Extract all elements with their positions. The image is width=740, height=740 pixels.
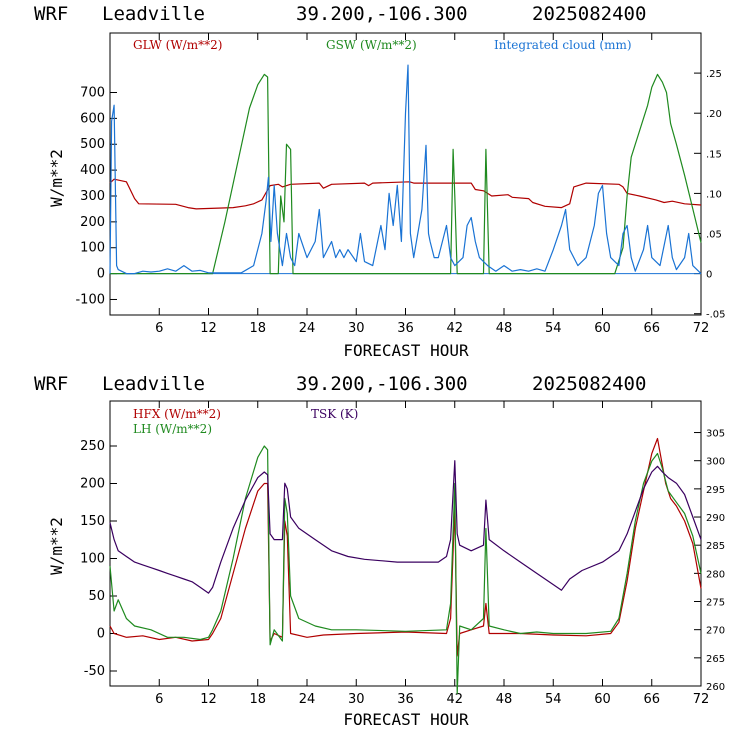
chart1-y-tick-label: 100 [80,241,105,256]
chart2-y-tick-label: 200 [80,477,105,492]
chart2-right-tick-label: 280 [706,569,725,580]
chart2-x-tick-label: 66 [643,692,660,707]
chart1-legend-glw: GLW (W/m**2) [133,38,222,52]
chart1-title-coords: 39.200,-106.300 [296,3,468,25]
chart2-x-tick-label: 6 [155,692,163,707]
chart2-x-tick-label: 12 [200,692,217,707]
chart2-y-tick-label: 250 [80,439,105,454]
chart2-y-tick-label: 0 [97,627,105,642]
chart1-right-tick-label: .05 [706,230,722,241]
chart1-x-tick-label: 60 [594,321,611,336]
chart1-right-ticks: -.05 0 .05 .10 .15 .20 .25 [694,69,726,321]
chart1-x-tick-label: 48 [496,321,513,336]
chart2-series-hfx [109,437,702,657]
chart2-plot-area: -50 0 50 100 150 200 250 260 265 270 275 280 285 290… [47,400,725,729]
chart2-series-lh [109,445,702,695]
chart1-series-integrated [109,64,702,275]
chart1-y-tick-label: 500 [80,137,105,152]
chart1-right-tick-label: .10 [706,189,722,200]
chart2-title-date: 2025082400 [532,373,646,395]
chart2-x-tick-label: 18 [249,692,266,707]
chart2-x-tick-label: 36 [397,692,414,707]
chart1-x-tick-label: 42 [446,321,463,336]
chart2-right-tick-label: 290 [706,513,725,524]
chart1-x-tick-label: 18 [249,321,266,336]
chart2-x-tick-label: 42 [446,692,463,707]
chart1-right-tick-label: -.05 [706,310,726,321]
chart1-y-tick-label: -100 [75,292,105,307]
chart2-right-tick-label: 305 [706,429,725,440]
chart2-legend-lh: LH (W/m**2) [133,422,212,436]
chart1-x-ticks: 6 12 18 24 30 36 42 48 54 60 66 72 [155,33,709,336]
chart2-x-tick-label: 72 [693,692,710,707]
chart2-x-tick-label: 48 [496,692,513,707]
chart1-y-ticks: -100 0 100 200 300 400 500 600 700 [75,86,117,307]
chart1-title-date: 2025082400 [532,3,646,25]
chart1-y-axis-label: W/m**2 [47,149,66,207]
chart1-x-tick-label: 36 [397,321,414,336]
chart1-series-glw [109,178,702,210]
chart1-title-site: Leadville [102,3,205,25]
chart1-y-tick-label: 0 [97,267,105,282]
chart2-x-tick-label: 60 [594,692,611,707]
chart2-right-ticks: 260 265 270 275 280 285 290 295 300 305 [694,429,725,693]
chart2-x-ticks: 6 12 18 24 30 36 42 48 54 60 66 72 [155,401,709,707]
chart2-x-axis-label: FORECAST HOUR [343,710,469,729]
chart2-y-tick-label: -50 [84,664,105,679]
chart2-x-tick-label: 24 [299,692,316,707]
chart2-y-tick-label: 50 [88,589,105,604]
chart1-x-axis-label: FORECAST HOUR [343,341,469,360]
chart2-y-axis-label: W/m**2 [47,517,66,575]
chart1-y-tick-label: 200 [80,215,105,230]
chart1-title-model: WRF [34,3,68,25]
chart1-x-tick-label: 66 [643,321,660,336]
chart2-right-tick-label: 275 [706,598,725,609]
chart2-x-tick-label: 54 [545,692,562,707]
chart2-right-tick-label: 295 [706,485,725,496]
chart1-legend-gsw: GSW (W/m**2) [326,38,417,52]
chart2-series-tsk [109,460,702,594]
chart1-x-tick-label: 6 [155,321,163,336]
chart1-x-tick-label: 30 [348,321,365,336]
chart1-x-tick-label: 72 [693,321,710,336]
chart1-series-gsw [110,73,702,275]
chart1-right-tick-label: .25 [706,69,722,80]
chart2-title-coords: 39.200,-106.300 [296,373,468,395]
chart2-series [109,437,702,695]
chart1-header: WRF Leadville 39.200,-106.300 2025082400 [34,3,646,25]
chart2-right-tick-label: 260 [706,682,725,693]
chart2-legend-hfx: HFX (W/m**2) [133,407,221,421]
chart2-right-tick-label: 270 [706,626,725,637]
chart2-x-tick-label: 30 [348,692,365,707]
chart1-x-tick-label: 54 [545,321,562,336]
chart1-x-tick-label: 24 [299,321,316,336]
chart1-x-tick-label: 12 [200,321,217,336]
chart1-y-tick-label: 600 [80,111,105,126]
chart2-title-model: WRF [34,373,68,395]
chart2-y-ticks: -50 0 50 100 150 200 250 [80,439,117,679]
chart2-frame [109,400,702,687]
chart1-y-tick-label: 400 [80,163,105,178]
chart2-right-tick-label: 300 [706,457,725,468]
chart1-legend-cloud: Integrated cloud (mm) [494,38,632,52]
chart2-header: WRF Leadville 39.200,-106.300 2025082400 [34,373,646,395]
chart1-series [109,64,702,275]
chart1-frame [109,32,702,316]
chart2-legend-tsk: TSK (K) [311,407,358,421]
chart2-title-site: Leadville [102,373,205,395]
chart1-y-tick-label: 300 [80,189,105,204]
chart1-y-tick-label: 700 [80,86,105,101]
chart2-y-tick-label: 100 [80,552,105,567]
chart2-y-tick-label: 150 [80,514,105,529]
chart1-plot-area: -100 0 100 200 300 400 500 600 700 -.05 0 .05 .10 .1… [47,32,726,360]
chart2-right-tick-label: 265 [706,654,725,665]
chart2-right-tick-label: 285 [706,541,725,552]
chart1-right-tick-label: .20 [706,109,722,120]
chart1-right-tick-label: 0 [706,270,712,281]
chart1-right-tick-label: .15 [706,149,722,160]
